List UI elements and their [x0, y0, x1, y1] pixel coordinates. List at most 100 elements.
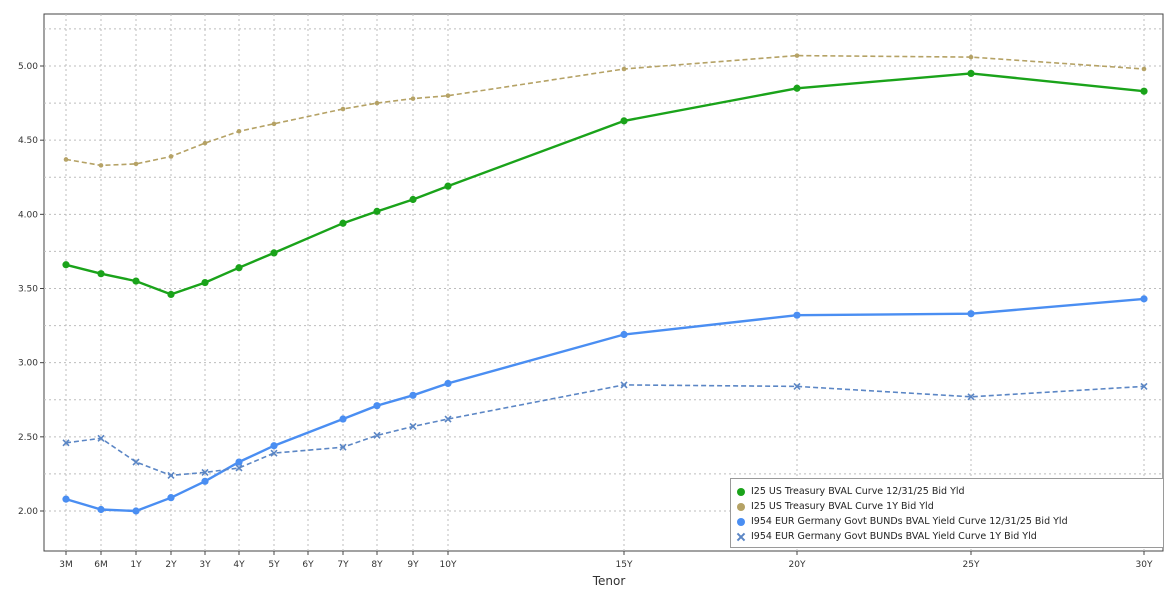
legend-label: I25 US Treasury BVAL Curve 12/31/25 Bid …	[751, 486, 965, 497]
data-point	[62, 439, 70, 447]
x-axis-title: Tenor	[592, 574, 626, 588]
x-tick-label: 3M	[59, 560, 73, 570]
series-4	[62, 381, 1148, 479]
y-tick-label: 4.50	[18, 136, 38, 146]
series-1	[62, 69, 1148, 299]
data-point	[97, 434, 105, 442]
x-tick-label: 7Y	[337, 560, 349, 570]
data-point	[620, 330, 628, 339]
x-tick-label: 5Y	[268, 560, 280, 570]
x-tick-label: 6M	[94, 560, 108, 570]
grid-layer	[44, 14, 1163, 551]
data-point	[339, 219, 347, 227]
data-point	[444, 415, 452, 423]
data-point	[201, 477, 209, 485]
data-point	[97, 505, 105, 514]
data-point	[409, 391, 417, 399]
x-tick-label: 1Y	[130, 560, 142, 570]
chart-legend: I25 US Treasury BVAL Curve 12/31/25 Bid …	[730, 478, 1164, 548]
data-point	[968, 54, 974, 60]
series-2	[63, 53, 1147, 168]
x-tick-label: 20Y	[789, 560, 806, 570]
legend-label: I954 EUR Germany Govt BUNDs BVAL Yield C…	[751, 531, 1037, 542]
data-point	[236, 128, 242, 134]
legend-item-us-curve-1y: I25 US Treasury BVAL Curve 1Y Bid Yld	[737, 499, 1157, 514]
x-tick-label: 30Y	[1136, 560, 1153, 570]
data-point	[270, 249, 278, 257]
data-point	[97, 270, 105, 278]
x-tick-label: 10Y	[440, 560, 457, 570]
data-point	[373, 402, 381, 410]
data-point	[339, 443, 347, 451]
data-point	[270, 449, 278, 457]
data-point	[793, 311, 801, 319]
data-point	[339, 415, 347, 423]
data-point	[62, 495, 70, 503]
axis-layer: 2.00 2.50 3.00 3.50 4.00 4.50 5.00 3M 6M 1Y 2Y 3Y 4Y…	[18, 62, 1153, 570]
x-tick-label: 3Y	[199, 560, 211, 570]
plot-frame	[43, 13, 1164, 552]
data-point	[444, 182, 452, 190]
data-point	[445, 93, 451, 98]
data-point	[373, 431, 381, 439]
y-tick-label: 3.50	[18, 285, 38, 295]
legend-marker-green-icon	[737, 487, 745, 496]
data-point	[373, 207, 381, 215]
data-point	[793, 382, 801, 390]
data-point	[133, 161, 139, 167]
data-point	[167, 494, 175, 502]
data-point	[132, 507, 140, 515]
data-point	[409, 195, 417, 204]
legend-label: I25 US Treasury BVAL Curve 1Y Bid Yld	[751, 501, 934, 512]
data-point	[620, 381, 628, 389]
y-tick-label: 2.50	[18, 433, 38, 443]
data-point	[132, 458, 140, 466]
legend-marker-blue-icon	[737, 517, 745, 526]
data-point	[63, 157, 69, 162]
x-tick-label: 9Y	[407, 560, 419, 570]
y-tick-label: 2.00	[18, 507, 38, 517]
data-point	[98, 163, 104, 168]
legend-marker-x-icon	[737, 533, 745, 541]
data-point	[1140, 382, 1148, 390]
series-layer	[62, 53, 1148, 515]
series-line	[65, 54, 1145, 167]
data-point	[168, 154, 174, 159]
data-point	[620, 117, 628, 125]
data-point	[1140, 87, 1148, 95]
data-point	[235, 464, 243, 472]
legend-item-bund-curve-current: I954 EUR Germany Govt BUNDs BVAL Yield C…	[737, 514, 1157, 529]
data-point	[132, 277, 140, 285]
series-3	[62, 295, 1148, 515]
legend-item-us-curve-current: I25 US Treasury BVAL Curve 12/31/25 Bid …	[737, 484, 1157, 499]
data-point	[374, 100, 380, 106]
data-point	[967, 393, 975, 401]
data-point	[62, 261, 70, 269]
data-point	[201, 278, 209, 287]
data-point	[271, 121, 277, 127]
data-point	[235, 264, 243, 272]
data-point	[167, 290, 175, 299]
x-tick-label: 8Y	[371, 560, 383, 570]
x-tick-label: 25Y	[963, 560, 980, 570]
data-point	[444, 379, 452, 388]
y-tick-label: 5.00	[18, 62, 38, 72]
legend-marker-tan-icon	[737, 502, 745, 511]
data-point	[410, 96, 416, 101]
data-point	[201, 468, 209, 476]
data-point	[167, 471, 175, 479]
data-point	[202, 140, 208, 146]
data-point	[967, 310, 975, 318]
data-point	[1140, 295, 1148, 303]
x-tick-label: 6Y	[302, 560, 314, 570]
x-tick-label: 2Y	[165, 560, 177, 570]
data-point	[235, 458, 243, 466]
data-point	[270, 442, 278, 450]
data-point	[793, 84, 801, 92]
legend-item-bund-curve-1y: I954 EUR Germany Govt BUNDs BVAL Yield C…	[737, 529, 1157, 544]
x-tick-label: 15Y	[616, 560, 633, 570]
data-point	[1141, 66, 1147, 72]
y-tick-label: 4.00	[18, 210, 38, 220]
